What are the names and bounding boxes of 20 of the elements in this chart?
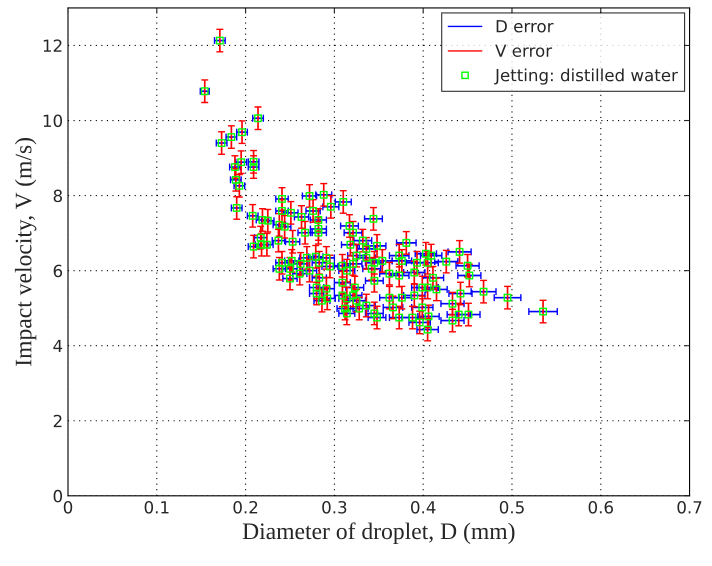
x-tick-label: 0.6 (588, 500, 613, 514)
y-tick-label: 6 (54, 264, 62, 278)
x-tick-label: 0.1 (144, 500, 169, 514)
y-axis-title: Impact velocity, V (m/s) (14, 138, 36, 366)
x-axis-title: Diameter of droplet, D (mm) (242, 522, 514, 544)
legend-label: Jetting: distilled water (494, 68, 678, 85)
x-tick-label: 0.4 (411, 500, 436, 514)
x-tick-label: 0.3 (322, 500, 346, 514)
legend-label: V error (495, 44, 552, 57)
x-tick-label: 0.2 (233, 500, 258, 514)
y-tick-label: 10 (44, 114, 62, 128)
legend-label: D error (496, 20, 554, 32)
x-tick-label: 0.5 (500, 500, 524, 514)
y-tick-label: 2 (54, 414, 62, 428)
x-tick-label: 0 (64, 500, 72, 514)
y-tick-label: 4 (53, 340, 62, 352)
y-tick-label: 0 (54, 490, 62, 502)
x-tick-label: 0.7 (677, 500, 702, 514)
y-tick-label: 8 (54, 190, 62, 202)
y-tick-label: 12 (44, 39, 62, 52)
